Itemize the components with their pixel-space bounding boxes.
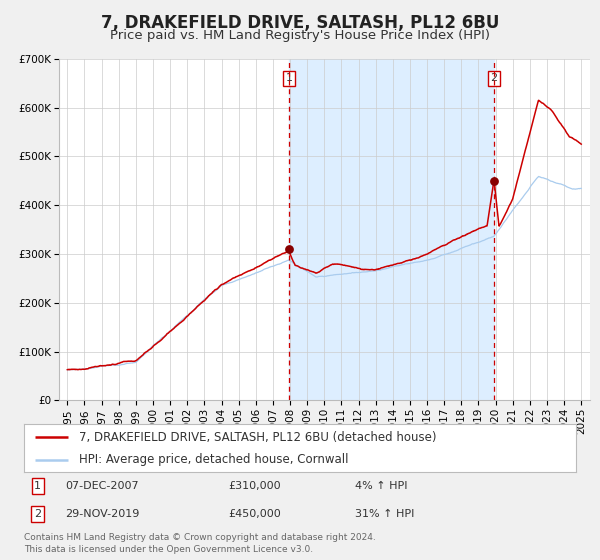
Text: 4% ↑ HPI: 4% ↑ HPI — [355, 481, 408, 491]
Text: 07-DEC-2007: 07-DEC-2007 — [65, 481, 139, 491]
Text: 31% ↑ HPI: 31% ↑ HPI — [355, 509, 415, 519]
Text: 2: 2 — [34, 509, 41, 519]
Text: Contains HM Land Registry data © Crown copyright and database right 2024.: Contains HM Land Registry data © Crown c… — [24, 533, 376, 542]
Text: 2: 2 — [490, 73, 497, 83]
Point — [489, 176, 499, 185]
Text: HPI: Average price, detached house, Cornwall: HPI: Average price, detached house, Corn… — [79, 453, 349, 466]
Text: £310,000: £310,000 — [228, 481, 281, 491]
Text: 7, DRAKEFIELD DRIVE, SALTASH, PL12 6BU: 7, DRAKEFIELD DRIVE, SALTASH, PL12 6BU — [101, 14, 499, 32]
Text: £450,000: £450,000 — [228, 509, 281, 519]
Point — [284, 245, 293, 254]
Text: Price paid vs. HM Land Registry's House Price Index (HPI): Price paid vs. HM Land Registry's House … — [110, 29, 490, 42]
Text: 1: 1 — [286, 73, 292, 83]
Text: 29-NOV-2019: 29-NOV-2019 — [65, 509, 140, 519]
Text: 1: 1 — [34, 481, 41, 491]
Bar — [289, 59, 494, 400]
Text: This data is licensed under the Open Government Licence v3.0.: This data is licensed under the Open Gov… — [24, 545, 313, 554]
Text: 7, DRAKEFIELD DRIVE, SALTASH, PL12 6BU (detached house): 7, DRAKEFIELD DRIVE, SALTASH, PL12 6BU (… — [79, 431, 437, 444]
